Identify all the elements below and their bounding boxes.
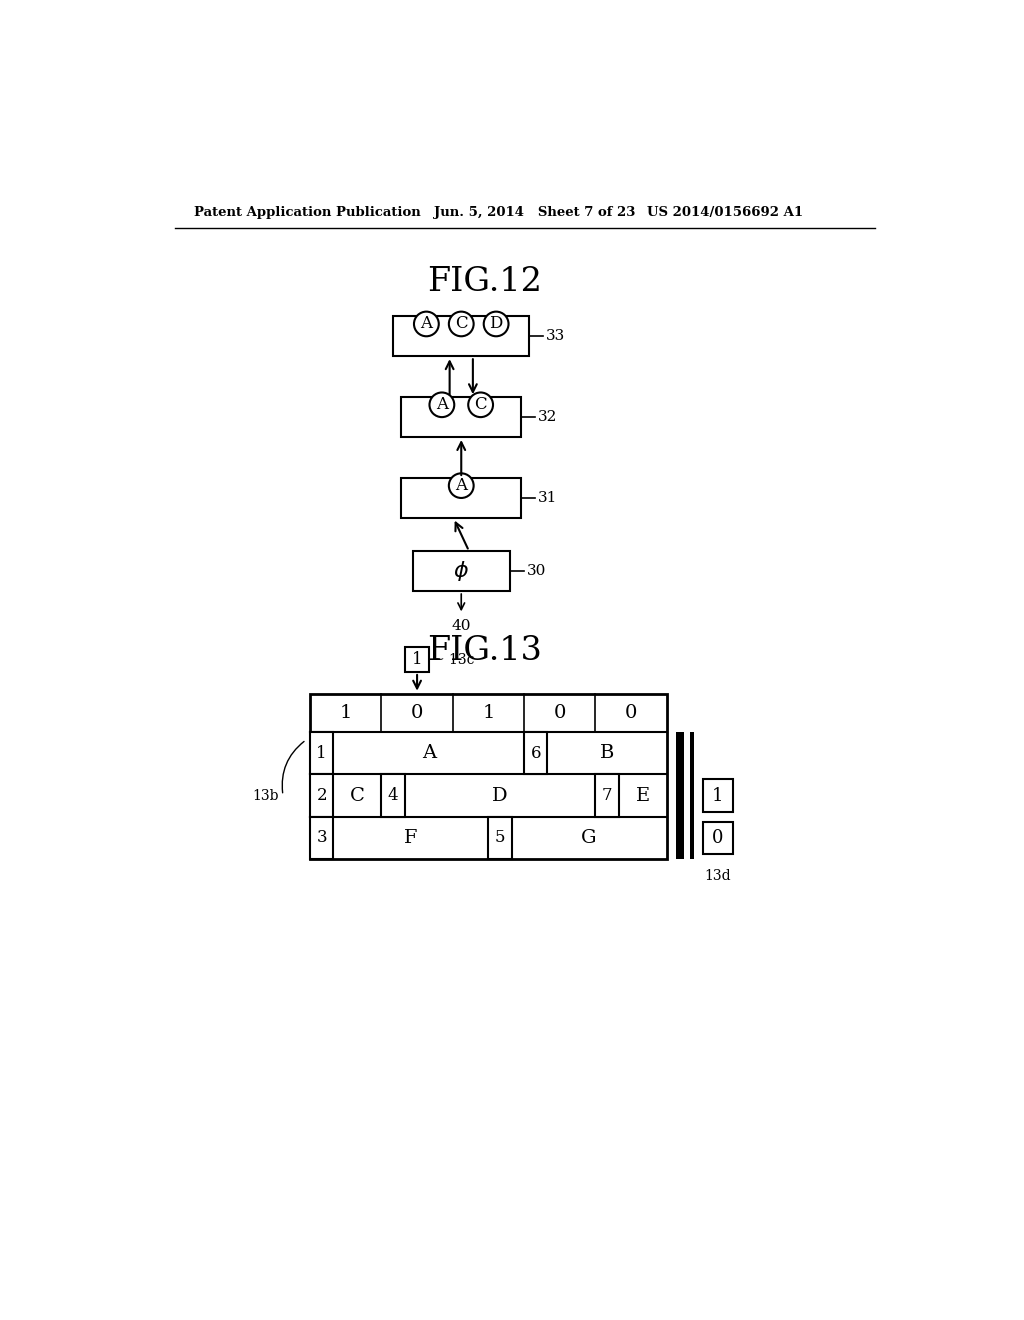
Bar (703, 822, 732, 854)
Text: 4: 4 (388, 787, 398, 804)
Bar (703, 779, 732, 812)
Text: 6: 6 (530, 744, 541, 762)
Text: 5: 5 (495, 829, 505, 846)
Text: 32: 32 (539, 411, 558, 424)
Text: 13b: 13b (253, 788, 280, 803)
Text: US 2014/0156692 A1: US 2014/0156692 A1 (647, 206, 804, 219)
Bar (381, 775, 404, 817)
Bar (690, 733, 693, 859)
Bar (676, 733, 684, 859)
Text: D: D (489, 315, 503, 333)
Text: 1: 1 (412, 651, 422, 668)
Text: G: G (582, 829, 597, 847)
Circle shape (449, 474, 474, 498)
Bar (404, 647, 429, 672)
Bar (524, 733, 547, 775)
Text: 0: 0 (712, 829, 724, 847)
Text: 0: 0 (554, 704, 566, 722)
Text: FIG.13: FIG.13 (427, 635, 542, 667)
Bar (413, 552, 510, 591)
Bar (310, 733, 334, 775)
Text: $\phi$: $\phi$ (454, 560, 469, 583)
Bar (595, 775, 618, 817)
Text: FIG.12: FIG.12 (427, 265, 542, 297)
Text: C: C (350, 787, 365, 805)
Text: Jun. 5, 2014   Sheet 7 of 23: Jun. 5, 2014 Sheet 7 of 23 (434, 206, 636, 219)
Bar (310, 817, 334, 859)
Circle shape (468, 392, 493, 417)
Text: C: C (474, 396, 487, 413)
Circle shape (483, 312, 509, 337)
Text: 0: 0 (411, 704, 423, 722)
Text: 7: 7 (602, 787, 612, 804)
Text: 40: 40 (452, 619, 471, 632)
Text: 1: 1 (712, 787, 724, 805)
Text: D: D (493, 787, 508, 805)
Bar (488, 817, 512, 859)
Text: F: F (404, 829, 418, 847)
Text: 1: 1 (340, 704, 352, 722)
Text: 31: 31 (539, 491, 558, 506)
Circle shape (449, 312, 474, 337)
Bar (310, 775, 334, 817)
Text: E: E (636, 787, 649, 805)
Text: 13d: 13d (705, 869, 731, 883)
Text: 0: 0 (625, 704, 637, 722)
Circle shape (414, 312, 438, 337)
Text: B: B (600, 744, 614, 762)
Circle shape (429, 392, 455, 417)
Text: Patent Application Publication: Patent Application Publication (194, 206, 421, 219)
Bar (401, 397, 521, 437)
Text: 33: 33 (546, 329, 565, 343)
Text: A: A (421, 315, 432, 333)
Text: A: A (436, 396, 447, 413)
Text: 2: 2 (316, 787, 327, 804)
Text: A: A (422, 744, 436, 762)
Bar (310, 693, 667, 859)
Text: C: C (455, 315, 468, 333)
Bar (401, 478, 521, 517)
Text: 1: 1 (316, 744, 327, 762)
Bar (393, 317, 529, 356)
Text: A: A (456, 477, 467, 494)
Text: 30: 30 (526, 564, 546, 578)
Text: 1: 1 (482, 704, 495, 722)
Text: 3: 3 (316, 829, 327, 846)
Text: ~ 13c: ~ 13c (433, 652, 475, 667)
